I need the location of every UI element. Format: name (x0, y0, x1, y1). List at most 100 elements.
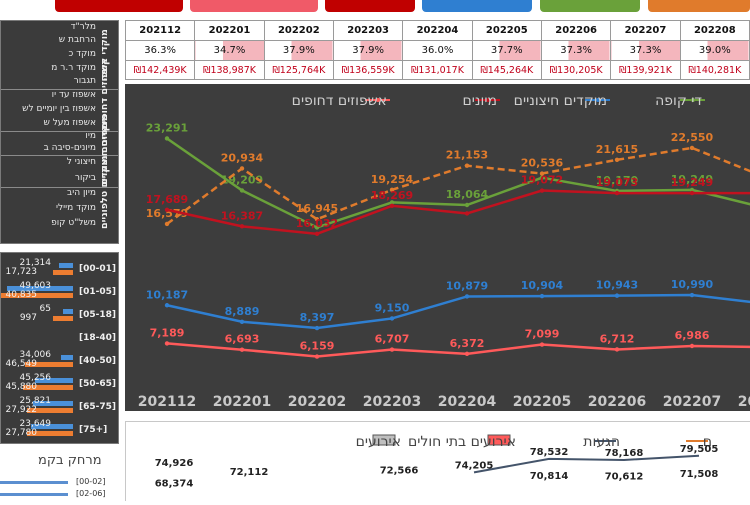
age-bar-b-0 (53, 270, 73, 275)
data2-label-0-5: 78,532 (530, 447, 569, 458)
series-point-4-7 (689, 343, 695, 349)
age-value-a-2: 65 (39, 304, 51, 314)
top-tab-blue[interactable] (422, 0, 532, 12)
kpi-money-6: ₪130,205K (540, 60, 612, 80)
data-label-1-5: 20,536 (521, 157, 564, 170)
category-item[interactable]: מוקד מיילי (56, 203, 96, 213)
kpi-month-6: 202206 (540, 20, 612, 41)
series-point-2-4 (464, 211, 470, 216)
top-tab-red-2[interactable] (325, 0, 415, 12)
data-label-1-0: 16,579 (146, 207, 188, 220)
data-label-3-3: 9,150 (375, 301, 410, 314)
data-label-1-3: 19,254 (371, 173, 414, 186)
legend-swatch-dot-0 (376, 98, 380, 102)
kpi-table: 202112 202201 202202 202203 202204 202205 2022… (124, 20, 750, 80)
data-label-1-2: 16,945 (296, 202, 338, 215)
data-label-4-2: 6,159 (300, 340, 335, 353)
kpi-month-4: 202204 (402, 20, 473, 41)
age-value-a-0: 21,314 (19, 258, 52, 268)
category-item[interactable]: אשפוז מעל ש (43, 118, 96, 128)
category-item[interactable]: מלר"ד (70, 21, 96, 32)
series-point-0-0 (164, 136, 170, 141)
data-label-1-4: 21,153 (446, 149, 488, 162)
legend-swatch-dot-1 (486, 98, 490, 102)
series-point-1-2 (314, 217, 320, 222)
legend-label-1: מיונים (463, 93, 497, 109)
category-item[interactable]: חיצוני ל (66, 157, 96, 167)
x-tick-3: 202203 (363, 394, 421, 410)
category-item[interactable]: מיונים-סיבה ב (43, 143, 96, 153)
top-tab-red-1[interactable] (55, 0, 183, 12)
data-label-3-1: 8,889 (225, 305, 260, 318)
series-point-3-4 (464, 294, 470, 299)
category-separator (1, 89, 118, 90)
legend-label-2: מוקדים חיצוניים (514, 93, 607, 109)
data-label-1-7: 22,550 (671, 131, 714, 144)
data-label-2-6: 19,073 (596, 176, 638, 189)
top-tab-orange[interactable] (648, 0, 750, 12)
series-point-0-1 (239, 188, 245, 193)
kpi-month-1: 202201 (194, 20, 265, 41)
category-panel: מוקדי קופה מלר"ד הרחבת ש מוקד כ מוקד ר.ר מ תג… (0, 20, 119, 244)
category-item[interactable]: מיו (85, 131, 96, 141)
category-item[interactable]: משל"ט קופ (51, 217, 96, 228)
data-label-0-7: 19,249 (671, 173, 713, 186)
series-point-2-3 (389, 203, 395, 209)
series-point-0-7 (689, 187, 695, 193)
data-label-0-4: 18,064 (446, 188, 489, 201)
series-point-1-6 (614, 157, 620, 163)
top-tab-green[interactable] (540, 0, 640, 12)
series-point-2-2 (314, 231, 320, 237)
series-point-3-5 (539, 293, 545, 299)
category-item[interactable]: תגבור (73, 76, 96, 87)
kpi-month-7: 202207 (610, 20, 681, 41)
age-value-b-6: 27,922 (5, 405, 38, 415)
category-item[interactable]: מוקד ר.ר מ (51, 62, 96, 73)
legend2-label-2: הגעות (583, 434, 620, 450)
age-label-6: [65-75] (79, 402, 117, 412)
top-tab-pink[interactable] (190, 0, 318, 12)
legend2-label-3: ם (703, 434, 712, 450)
kpi-money-3: ₪136,559K (332, 60, 404, 80)
age-value-b-2: 997 (19, 313, 37, 323)
kpi-month-2: 202202 (263, 20, 334, 41)
x-tick-0: 202112 (138, 394, 196, 410)
series-point-4-2 (314, 354, 320, 359)
legend2-swatch-0 (372, 434, 396, 446)
age-label-5: [50-65] (79, 379, 117, 389)
category-item[interactable]: מיון היב (67, 188, 96, 199)
category-item[interactable]: אשפוז בין יומיים לש (22, 104, 96, 114)
data-label-3-6: 10,943 (596, 279, 638, 292)
kpi-month-0: 202112 (124, 20, 196, 41)
category-item[interactable]: מוקד כ (68, 49, 96, 59)
series-point-1-7 (689, 145, 695, 151)
data-label-2-3: 18,269 (371, 189, 413, 202)
category-separator (1, 187, 118, 188)
kpi-percent-1: 34.7% (194, 40, 265, 61)
data2-label-1-7: 71,508 (680, 469, 719, 480)
kpi-percent-6: 37.3% (540, 40, 612, 61)
data2-label-0-0: 74,926 (155, 458, 194, 469)
data-label-4-4: 6,372 (450, 337, 485, 350)
category-item[interactable]: ביקור (74, 173, 96, 183)
arrivals-chart: אירועים אירועים בתי חולים הגעות ם 74,926 72,1… (125, 421, 750, 501)
main-line-chart: אשפוזים דחופים מיונים מוקדים חיצוניים די קו… (125, 84, 750, 411)
series-point-4-5 (539, 342, 545, 347)
series-point-3-2 (314, 325, 320, 331)
kpi-money-7: ₪139,921K (610, 60, 681, 80)
series-point-4-4 (464, 351, 470, 357)
data-label-0-6: 19,170 (596, 174, 639, 187)
kpi-money-1: ₪138,987K (194, 60, 265, 80)
age-bar-a-4 (61, 355, 73, 360)
distance-bar-1 (0, 493, 68, 496)
category-item[interactable]: הרחבת ש (58, 35, 96, 46)
series-point-1-4 (464, 163, 470, 168)
distance-panel: מרחק בקמ [00-02] [02-06] (0, 448, 117, 500)
age-value-a-1: 49,603 (19, 281, 52, 291)
age-value-a-5: 45,256 (19, 373, 52, 383)
arrivals-chart-svg: אירועים אירועים בתי חולים הגעות ם 74,926 72,1… (155, 434, 719, 490)
data2-label-0-7: 79,505 (680, 444, 719, 455)
category-item[interactable]: אשפוז עד יו (51, 90, 96, 100)
data-label-2-0: 17,689 (146, 193, 188, 206)
data-label-3-2: 8,397 (300, 311, 335, 324)
